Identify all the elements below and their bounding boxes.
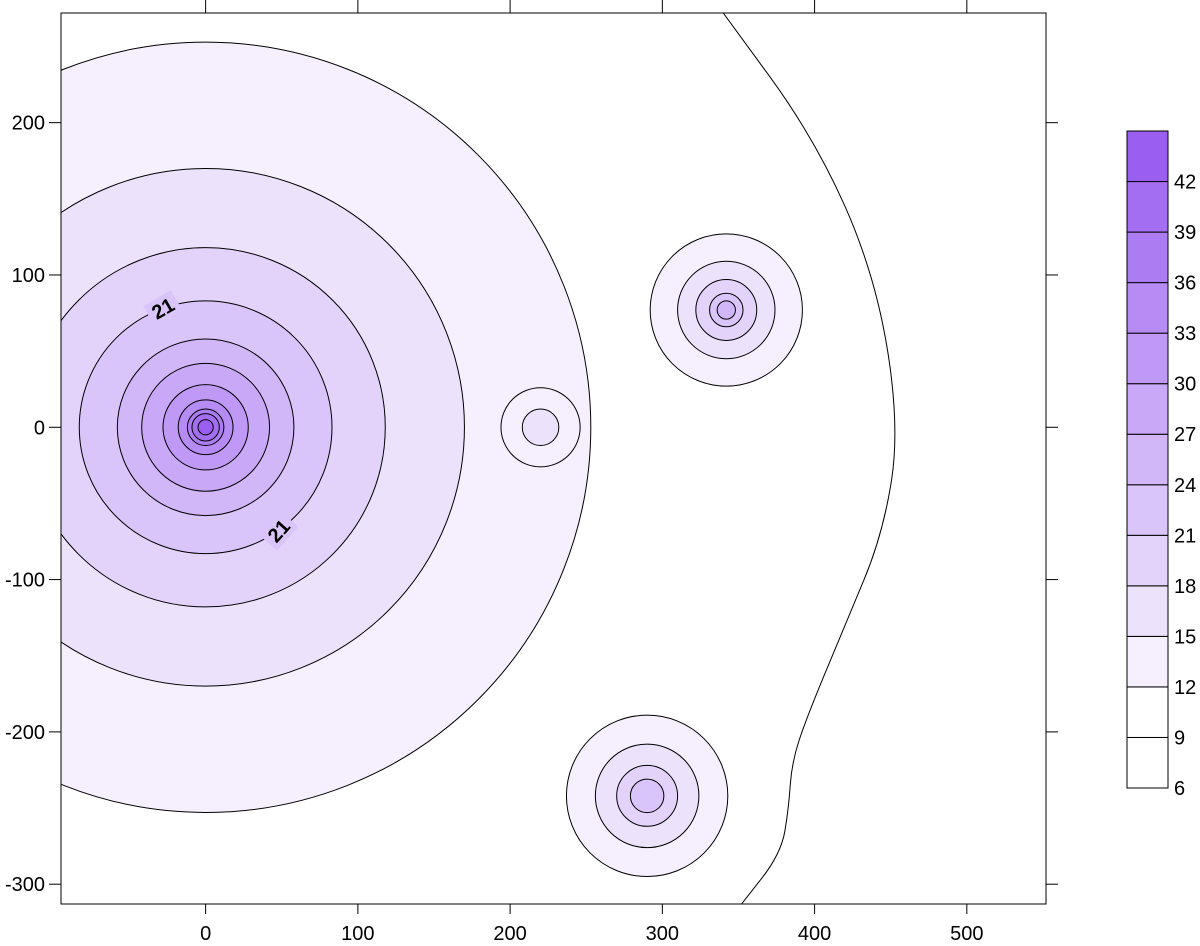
colorbar-label: 24 [1174,475,1196,497]
colorbar-band [1126,534,1169,587]
x-tick-label: 100 [341,923,374,945]
y-tick-label: -100 [5,570,45,592]
y-tick-label: 200 [12,113,45,135]
y-tick-label: 100 [12,265,45,287]
colorbar-band [1126,686,1169,738]
colorbar-label: 36 [1174,273,1196,295]
colorbar-band [1126,130,1169,183]
x-tick-label: 0 [200,923,211,945]
colorbar-label: 42 [1174,172,1196,194]
colorbar-band [1126,635,1169,688]
y-tick-label: -300 [5,874,45,896]
contour-level-21-source-4 [629,778,665,814]
colorbar-band [1126,736,1169,789]
colorbar: 42 39 36 33 30 27 24 21 18 15 12 9 6 [1126,130,1196,800]
colorbar-band [1126,332,1169,385]
colorbar-band [1126,433,1169,486]
colorbar-band [1126,282,1169,334]
colorbar-band [1126,484,1169,536]
colorbar-label: 6 [1174,778,1185,800]
x-tick-label: 300 [646,923,679,945]
contour-line-layer [722,13,896,904]
colorbar-label: 33 [1174,323,1196,345]
colorbar-label: 30 [1174,374,1196,396]
contour-label-background [143,290,183,327]
colorbar-label: 15 [1174,626,1196,648]
colorbar-label: 9 [1174,727,1185,749]
contour-level-24-source-3 [716,300,736,320]
colorbar-label: 27 [1174,424,1196,446]
colorbar-band [1126,383,1169,435]
colorbar-band [1126,585,1169,637]
contour-label-background [259,510,299,551]
plot-frame [60,12,1047,905]
contour-level-42-source-1 [197,419,214,436]
colorbar-label: 39 [1174,222,1196,244]
contour-fill-layer [61,41,803,878]
axes: 0 100 200 300 400 500 -300 -200 -100 0 100 200 [5,0,1058,945]
colorbar-label: 12 [1174,677,1196,699]
colorbar-band [1126,181,1169,233]
y-tick-label: -200 [5,722,45,744]
colorbar-band [1126,231,1169,284]
colorbar-label: 18 [1174,576,1196,598]
contour-level-9-line [722,13,896,904]
contour-level-15-source-2 [521,408,560,447]
colorbar-label: 21 [1174,525,1196,547]
y-tick-label: 0 [34,417,45,439]
x-tick-label: 400 [798,923,831,945]
x-tick-label: 200 [493,923,526,945]
x-tick-label: 500 [950,923,983,945]
